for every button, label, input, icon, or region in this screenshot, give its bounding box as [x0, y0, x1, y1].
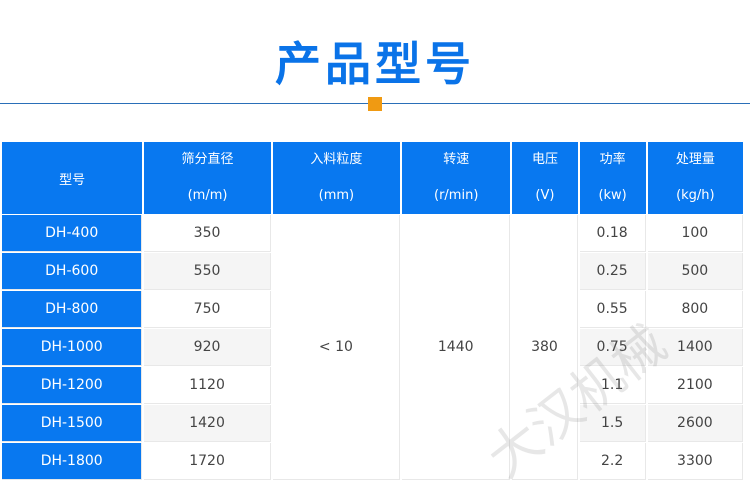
cell-speed: 1440 [402, 215, 511, 480]
cell-power: 0.55 [579, 291, 646, 328]
cell-capacity: 500 [647, 253, 743, 290]
page-title: 产品型号 [275, 37, 475, 91]
table-row: DH-400 350 < 10 1440 380 0.18 100 [2, 215, 743, 480]
cell-power: 1.1 [579, 367, 646, 404]
cell-capacity: 1400 [647, 329, 743, 366]
cell-model: DH-1800 [2, 443, 143, 480]
header-model: 型号 [2, 142, 143, 214]
table-row: DH-1200 1120 1.1 2100 [2, 367, 743, 404]
header-diameter: 筛分直径 (m/m) [144, 142, 271, 214]
cell-model: DH-800 [2, 291, 143, 328]
header-capacity: 处理量 (kg/h) [647, 142, 743, 214]
table-row: DH-800 750 0.55 800 [2, 291, 743, 328]
cell-voltage: 380 [512, 215, 578, 480]
cell-capacity: 2100 [647, 367, 743, 404]
product-model-table: 型号 筛分直径 (m/m) 入料粒度 (mm) 转速 (r/min) 电压 (V) 功率… [0, 141, 745, 481]
cell-diameter: 350 [144, 215, 271, 252]
cell-capacity: 2600 [647, 405, 743, 442]
cell-model: DH-1200 [2, 367, 143, 404]
cell-diameter: 920 [144, 329, 271, 366]
cell-diameter: 1420 [144, 405, 271, 442]
cell-capacity: 800 [647, 291, 743, 328]
cell-model: DH-600 [2, 253, 143, 290]
divider-square [368, 97, 382, 111]
cell-capacity: 100 [647, 215, 743, 252]
cell-power: 2.2 [579, 443, 646, 480]
table-header-row: 型号 筛分直径 (m/m) 入料粒度 (mm) 转速 (r/min) 电压 (V) 功率… [2, 142, 743, 214]
table-row: DH-1500 1420 1.5 2600 [2, 405, 743, 442]
cell-diameter: 750 [144, 291, 271, 328]
header-feed-size: 入料粒度 (mm) [272, 142, 401, 214]
cell-diameter: 550 [144, 253, 271, 290]
cell-capacity: 3300 [647, 443, 743, 480]
header-speed: 转速 (r/min) [402, 142, 511, 214]
cell-power: 0.75 [579, 329, 646, 366]
header-voltage: 电压 (V) [512, 142, 578, 214]
cell-model: DH-1000 [2, 329, 143, 366]
cell-power: 1.5 [579, 405, 646, 442]
table-row: DH-1800 1720 2.2 3300 [2, 443, 743, 480]
cell-model: DH-1500 [2, 405, 143, 442]
cell-power: 0.18 [579, 215, 646, 252]
cell-diameter: 1720 [144, 443, 271, 480]
cell-power: 0.25 [579, 253, 646, 290]
table-row: DH-1000 920 0.75 1400 [2, 329, 743, 366]
cell-diameter: 1120 [144, 367, 271, 404]
cell-feed-size: < 10 [272, 215, 401, 480]
cell-model: DH-400 [2, 215, 143, 252]
table-row: DH-600 550 0.25 500 [2, 253, 743, 290]
header-power: 功率 (kw) [579, 142, 646, 214]
